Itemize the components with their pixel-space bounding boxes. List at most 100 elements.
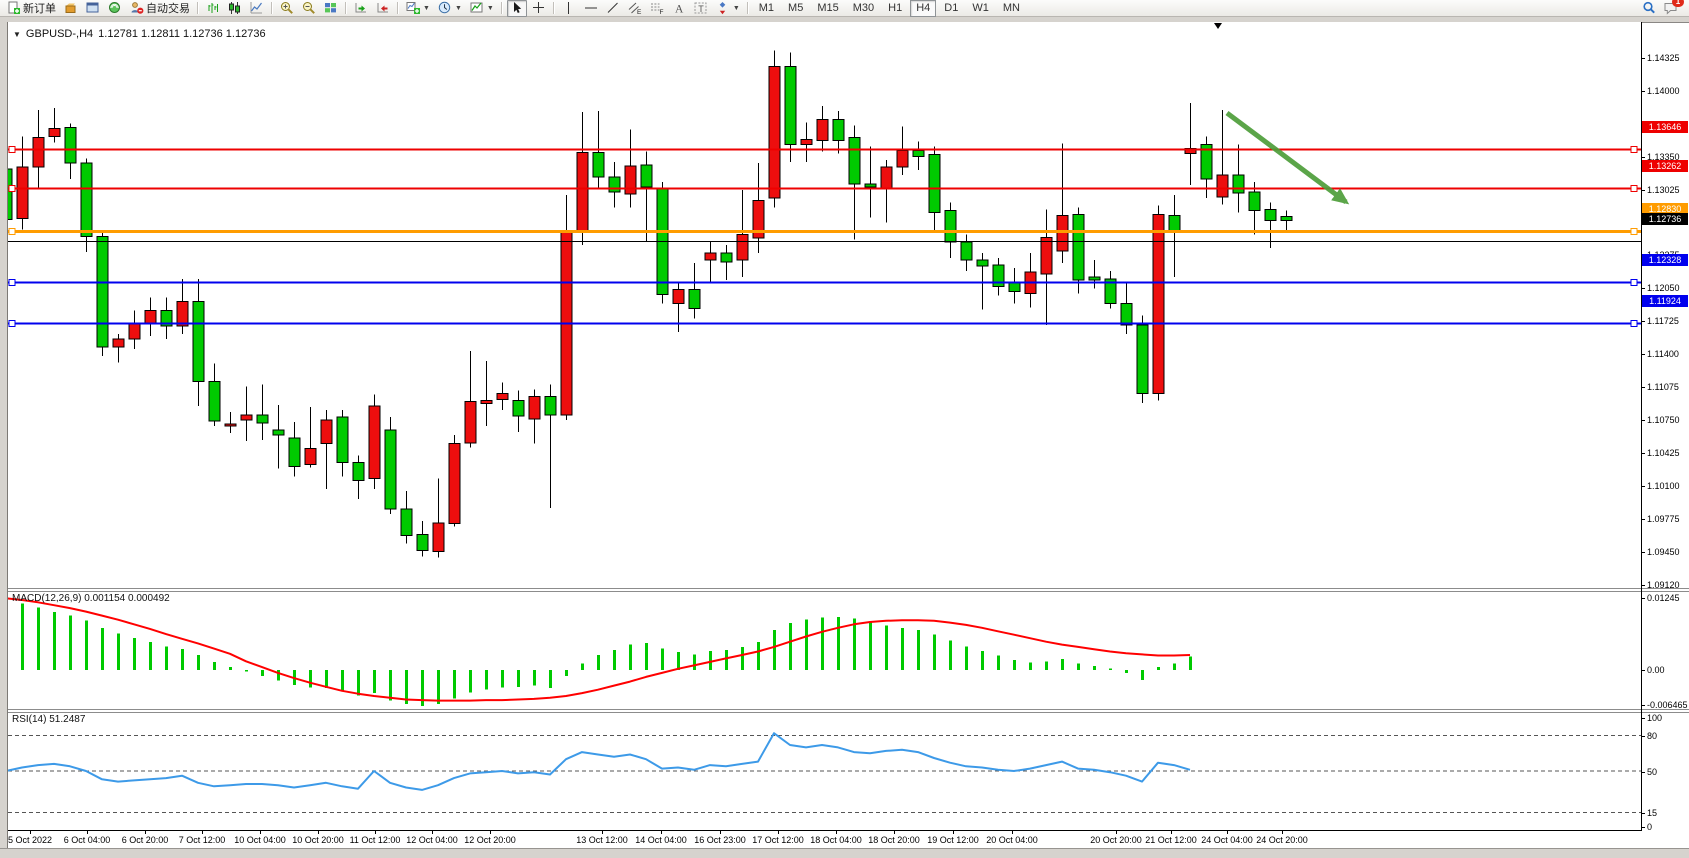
indicators-dropdown-icon[interactable]: ▼	[486, 4, 494, 12]
line-price-label: 1.13262	[1642, 159, 1688, 172]
horizontal-line-object[interactable]	[8, 319, 1641, 328]
candlestick-series	[8, 50, 1293, 558]
price-axis-tick	[1641, 58, 1645, 59]
new-chart-dropdown-icon[interactable]: ▼	[423, 4, 430, 12]
linechart-icon	[250, 2, 262, 14]
horizontal-line-object[interactable]	[8, 278, 1641, 287]
time-axis-label: 10 Oct 04:00	[234, 835, 286, 845]
price-axis-label: 1.11075	[1647, 382, 1679, 392]
time-axis-tick	[145, 831, 146, 834]
macd-axis-label: 0.00	[1647, 665, 1665, 675]
horizontal-line-object[interactable]	[8, 184, 1641, 193]
arrows-button[interactable]: ▼	[713, 0, 743, 17]
price-chart-canvas[interactable]	[8, 22, 1641, 588]
chartshift-icon	[377, 3, 388, 13]
text-button[interactable]: A	[669, 0, 689, 17]
price-axis-tick	[1641, 91, 1645, 92]
timeframe-m15-button[interactable]: M15	[817, 2, 839, 14]
fibonacci-button[interactable]: F	[647, 0, 667, 17]
timeframe-w1-button[interactable]: W1	[972, 2, 989, 14]
one-click-trading-collapse-icon[interactable]: ▼	[13, 29, 21, 39]
rsi-indicator-label: RSI(14) 51.2487	[12, 714, 86, 725]
timeframe-m1-button[interactable]: M1	[758, 2, 775, 14]
new-order-button[interactable]: 新订单	[4, 0, 59, 17]
time-axis-tick	[778, 831, 779, 834]
indicators-button[interactable]: ▼	[467, 0, 497, 17]
toolbar-separator	[197, 2, 199, 14]
horizontal-line-object[interactable]	[8, 145, 1641, 154]
cursor-button[interactable]	[506, 0, 527, 17]
periodicity-dropdown-icon[interactable]: ▼	[454, 4, 462, 12]
market-watch-button[interactable]	[61, 0, 81, 17]
chart-shift-marker[interactable]	[1214, 23, 1222, 29]
zoom-out-button[interactable]	[299, 0, 319, 17]
tile-windows-button[interactable]	[321, 0, 341, 17]
time-axis-tick	[202, 831, 203, 834]
timeframe-mn-button[interactable]: MN	[1002, 2, 1020, 14]
channel-icon: E	[628, 2, 642, 15]
main-toolbar: 新订单 自动交易 ▼ ▼ ▼ E F A T ▼ M1 M5 M15 M30 H1 H4 D1 W1 MN 1	[0, 0, 1689, 17]
equidistant-channel-button[interactable]: E	[625, 0, 645, 17]
navigator-button[interactable]	[105, 0, 125, 17]
horizontal-line-object[interactable]	[8, 227, 1641, 236]
price-axis-tick	[1641, 486, 1645, 487]
time-axis-label: 16 Oct 23:00	[694, 835, 746, 845]
rsi-line	[8, 732, 1191, 791]
timeframe-m30-button[interactable]: M30	[852, 2, 875, 14]
price-axis-label: 1.13025	[1647, 185, 1680, 195]
autotrading-label: 自动交易	[146, 3, 190, 15]
chart-shift-button[interactable]	[373, 0, 393, 17]
vertical-line-button[interactable]	[559, 0, 579, 17]
time-axis-tick	[1282, 831, 1283, 834]
text-label-button[interactable]: T	[691, 0, 711, 17]
timeframe-h1-button[interactable]: H1	[888, 2, 903, 14]
price-axis-tick	[1641, 387, 1645, 388]
time-axis-label: 24 Oct 04:00	[1201, 835, 1253, 845]
tile-icon	[325, 3, 336, 13]
panel-separator-rsi[interactable]	[8, 709, 1689, 713]
panel-separator-macd[interactable]	[8, 588, 1689, 592]
chart-window-left-border	[0, 22, 8, 848]
candle-chart-mode-button[interactable]	[225, 0, 245, 17]
svg-text:T: T	[698, 4, 704, 14]
time-axis-label: 20 Oct 04:00	[986, 835, 1038, 845]
macd-panel-canvas[interactable]	[8, 592, 1641, 709]
notifications-button[interactable]: 1	[1661, 0, 1684, 17]
bar-chart-mode-button[interactable]	[203, 0, 223, 17]
trendline-button[interactable]	[603, 0, 623, 17]
rsi-panel-bottom-line	[8, 830, 1641, 831]
autotrading-button[interactable]: 自动交易	[127, 0, 193, 17]
time-axis-label: 18 Oct 04:00	[810, 835, 862, 845]
time-axis-tick	[432, 831, 433, 834]
chart-title: ▼ GBPUSD-,H4 1.12781 1.12811 1.12736 1.1…	[13, 28, 266, 40]
timeframe-m5-button[interactable]: M5	[788, 2, 804, 14]
horizontal-line-button[interactable]	[581, 0, 601, 17]
time-axis-label: 14 Oct 04:00	[635, 835, 687, 845]
time-axis-area[interactable]	[8, 831, 1689, 848]
line-chart-mode-button[interactable]	[247, 0, 267, 17]
rsi-panel-canvas[interactable]	[8, 712, 1641, 830]
timeframe-d1-button[interactable]: D1	[944, 2, 959, 14]
arrows-dropdown-icon[interactable]: ▼	[732, 4, 740, 12]
market-watch-icon	[65, 3, 76, 13]
time-axis-tick	[894, 831, 895, 834]
rsi-axis-label: 15	[1647, 808, 1658, 818]
line-price-label: 1.13646	[1642, 120, 1688, 133]
timeframe-h4-button[interactable]: H4	[910, 0, 937, 17]
indframe-icon	[470, 2, 483, 13]
zoom-in-button[interactable]	[277, 0, 297, 17]
price-axis-label: 1.14000	[1647, 86, 1680, 96]
new-chart-button[interactable]: ▼	[403, 0, 433, 17]
time-axis-tick	[602, 831, 603, 834]
trend-arrow-annotation[interactable]	[1225, 110, 1350, 205]
hline-icon	[584, 7, 597, 9]
search-button[interactable]	[1639, 0, 1659, 17]
data-window-button[interactable]	[83, 0, 103, 17]
periodicity-button[interactable]: ▼	[435, 0, 465, 17]
fibo-icon: F	[650, 3, 663, 15]
notifications-badge: 1	[1672, 0, 1684, 7]
auto-scroll-button[interactable]	[351, 0, 371, 17]
crosshair-button[interactable]	[529, 0, 549, 17]
time-axis-tick	[318, 831, 319, 834]
